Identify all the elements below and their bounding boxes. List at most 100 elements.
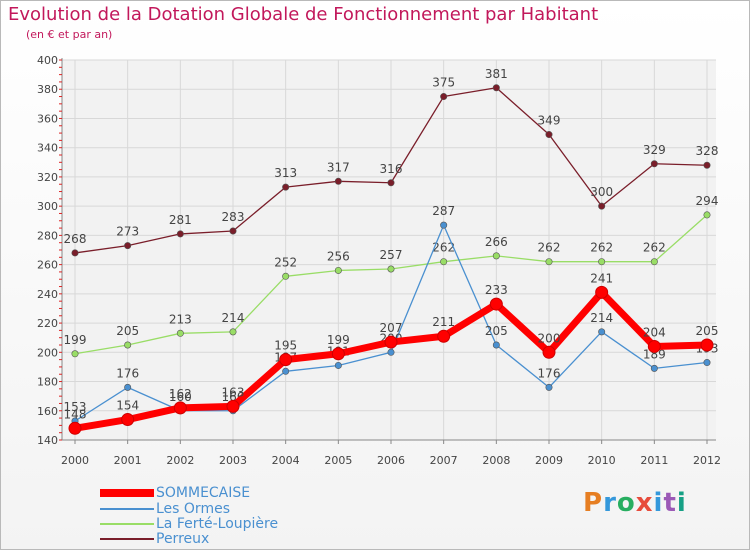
x-tick-label-2002: 2002 (166, 454, 194, 467)
data-label-perreux-2002: 281 (169, 213, 192, 227)
legend-label-la-ferte-loupiere: La Ferté-Loupière (156, 516, 279, 532)
data-label-perreux-2005: 317 (327, 160, 350, 174)
data-label-sommecaise-2002: 162 (169, 387, 192, 401)
data-point-sommecaise-2010 (595, 285, 609, 299)
data-label-perreux-2012: 328 (696, 144, 719, 158)
data-point-perreux-2007 (440, 93, 448, 101)
data-label-sommecaise-2008: 233 (485, 283, 508, 297)
legend-label-perreux: Perreux (156, 531, 210, 547)
data-label-sommecaise-2007: 211 (432, 315, 455, 329)
data-point-sommecaise-2011 (647, 339, 661, 353)
data-point-les-ormes-2009 (545, 383, 553, 391)
y-tick-label-220: 220 (37, 317, 58, 330)
data-label-la-ferte-loupiere-2004: 252 (274, 255, 297, 269)
data-label-sommecaise-2004: 195 (274, 339, 297, 353)
data-label-sommecaise-2012: 205 (696, 324, 719, 338)
data-label-perreux-2010: 300 (590, 185, 613, 199)
plot-area (62, 60, 716, 440)
chart-subtitle: (en € et par an) (26, 28, 113, 41)
data-point-sommecaise-2008 (489, 297, 503, 311)
legend-label-les-ormes: Les Ormes (156, 501, 230, 517)
data-point-la-ferte-loupiere-2010 (598, 258, 606, 266)
data-label-les-ormes-2008: 205 (485, 324, 508, 338)
data-point-la-ferte-loupiere-2005 (334, 266, 342, 274)
y-tick-label-400: 400 (37, 54, 58, 67)
data-point-les-ormes-2007 (440, 221, 448, 229)
logo-letter: r (603, 488, 617, 518)
chart-title: Evolution de la Dotation Globale de Fonc… (8, 4, 599, 25)
y-tick-label-360: 360 (37, 112, 58, 125)
data-label-la-ferte-loupiere-2012: 294 (696, 194, 719, 208)
data-label-sommecaise-2001: 154 (116, 399, 139, 413)
logo-letter: x (635, 488, 654, 518)
data-label-la-ferte-loupiere-2009: 262 (538, 241, 561, 255)
logo-letter: i (653, 488, 664, 518)
y-tick-label-340: 340 (37, 142, 58, 155)
data-point-sommecaise-2009 (542, 345, 556, 359)
data-point-sommecaise-2000 (68, 421, 82, 435)
data-label-la-ferte-loupiere-2007: 262 (432, 241, 455, 255)
x-tick-label-2005: 2005 (324, 454, 352, 467)
data-point-la-ferte-loupiere-2000 (71, 350, 79, 358)
data-label-les-ormes-2011: 189 (643, 347, 666, 361)
logo-letter: o (616, 488, 636, 518)
y-tick-label-320: 320 (37, 171, 58, 184)
data-label-la-ferte-loupiere-2010: 262 (590, 241, 613, 255)
data-point-perreux-2008 (492, 84, 500, 92)
data-label-la-ferte-loupiere-2005: 256 (327, 249, 350, 263)
data-label-la-ferte-loupiere-2001: 205 (116, 324, 139, 338)
y-tick-label-240: 240 (37, 288, 58, 301)
y-tick-label-380: 380 (37, 83, 58, 96)
data-point-perreux-2003 (229, 227, 237, 235)
data-label-les-ormes-2002: 160 (169, 390, 192, 404)
data-point-les-ormes-2004 (282, 367, 290, 375)
data-label-perreux-2009: 349 (538, 114, 561, 128)
x-tick-label-2006: 2006 (377, 454, 405, 467)
data-point-la-ferte-loupiere-2002 (176, 329, 184, 337)
y-tick-label-180: 180 (37, 376, 58, 389)
y-tick-label-200: 200 (37, 346, 58, 359)
y-tick-label-140: 140 (37, 434, 58, 447)
x-tick-label-2012: 2012 (693, 454, 721, 467)
data-point-sommecaise-2006 (384, 335, 398, 349)
data-label-perreux-2006: 316 (380, 162, 403, 176)
data-point-la-ferte-loupiere-2001 (124, 341, 132, 349)
data-point-les-ormes-2006 (387, 348, 395, 356)
data-label-les-ormes-2010: 214 (590, 311, 613, 325)
data-label-sommecaise-2009: 200 (538, 331, 561, 345)
data-point-la-ferte-loupiere-2004 (282, 272, 290, 280)
data-point-les-ormes-2011 (650, 364, 658, 372)
x-tick-label-2004: 2004 (272, 454, 300, 467)
data-label-les-ormes-2007: 287 (432, 204, 455, 218)
data-point-sommecaise-2007 (437, 329, 451, 343)
x-tick-label-2011: 2011 (640, 454, 668, 467)
data-point-sommecaise-2002 (173, 401, 187, 415)
data-point-sommecaise-2005 (331, 347, 345, 361)
data-point-la-ferte-loupiere-2012 (703, 211, 711, 219)
data-label-sommecaise-2006: 207 (380, 321, 403, 335)
x-tick-label-2007: 2007 (430, 454, 458, 467)
data-label-les-ormes-2000: 153 (64, 400, 87, 414)
data-point-la-ferte-loupiere-2003 (229, 328, 237, 336)
data-label-sommecaise-2005: 199 (327, 333, 350, 347)
data-label-perreux-2007: 375 (432, 76, 455, 90)
y-tick-label-280: 280 (37, 229, 58, 242)
data-point-la-ferte-loupiere-2007 (440, 258, 448, 266)
legend-swatch-les-ormes (100, 508, 154, 510)
data-point-les-ormes-2012 (703, 359, 711, 367)
data-label-perreux-2000: 268 (64, 232, 87, 246)
data-point-sommecaise-2004 (279, 353, 293, 367)
data-label-sommecaise-2000: 148 (64, 407, 87, 421)
data-point-perreux-2010 (598, 202, 606, 210)
data-point-les-ormes-2005 (334, 361, 342, 369)
data-point-perreux-2009 (545, 131, 553, 139)
x-tick-label-2010: 2010 (588, 454, 616, 467)
data-point-la-ferte-loupiere-2011 (650, 258, 658, 266)
data-label-perreux-2008: 381 (485, 67, 508, 81)
data-label-la-ferte-loupiere-2008: 266 (485, 235, 508, 249)
x-tick-label-2008: 2008 (482, 454, 510, 467)
data-point-la-ferte-loupiere-2006 (387, 265, 395, 273)
data-label-la-ferte-loupiere-2002: 213 (169, 312, 192, 326)
data-label-la-ferte-loupiere-2003: 214 (222, 311, 245, 325)
